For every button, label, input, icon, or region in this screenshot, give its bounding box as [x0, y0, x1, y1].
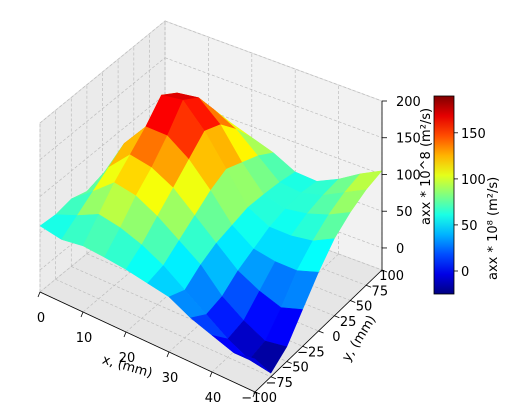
axis-line: [39, 291, 256, 393]
colorbar-tick-label: 0: [461, 265, 469, 280]
surface-mesh: [39, 92, 383, 374]
tick-labels: 01020304050−100−75−50−250255075100050100…: [37, 95, 421, 406]
grid-line: [39, 57, 166, 160]
z-tick-label: 100: [396, 169, 421, 184]
x-tick-label: 20: [119, 351, 136, 366]
colorbar-gradient: [433, 95, 455, 295]
surface-facet: [233, 352, 272, 374]
y-tick-label: 0: [332, 330, 340, 345]
colorbar-tick-label: 50: [461, 219, 478, 234]
z-tick-label: 150: [396, 132, 421, 147]
colorbar-tick-label: 100: [461, 173, 486, 188]
x-tick-mark: [252, 391, 256, 398]
grid-line: [164, 20, 383, 102]
x-tick-mark: [80, 311, 84, 318]
x-tick-mark: [166, 351, 170, 358]
y-tick-mark: [254, 391, 261, 395]
y-tick-label: 25: [340, 315, 357, 330]
z-tick-label: 0: [396, 242, 404, 257]
x-tick-label: 10: [76, 331, 93, 346]
colorbar-tick-label: 150: [461, 127, 486, 142]
y-tick-mark: [350, 300, 356, 303]
y-tick-mark: [318, 330, 324, 334]
y-tick-label: 50: [356, 300, 373, 315]
y-tick-label: 100: [379, 269, 404, 284]
grid-line: [39, 20, 166, 124]
y-tick-mark: [270, 376, 277, 380]
x-tick-mark: [209, 371, 213, 378]
y-tick-mark: [334, 315, 340, 319]
y-tick-label: −50: [281, 361, 308, 376]
y-tick-label: −25: [297, 345, 324, 360]
x-tick-mark: [37, 291, 41, 298]
colorbar-ticks: 0 50 100 150: [454, 127, 486, 280]
y-tick-mark: [381, 269, 388, 273]
y-tick-label: 75: [372, 284, 389, 299]
grid-line: [164, 94, 383, 175]
y-tick-mark: [286, 361, 292, 364]
z-axis-label: axx * 10^8 (m²/s): [419, 108, 434, 225]
y-tick-label: −75: [265, 376, 292, 391]
y-tick-mark: [302, 345, 308, 349]
x-tick-label: 0: [37, 311, 45, 326]
grid-line: [55, 278, 272, 378]
x-tick-label: 30: [162, 371, 179, 386]
x-tick-label: 40: [205, 391, 222, 406]
colorbar-label: axx * 10⁸ (m²/s): [486, 177, 501, 280]
y-tick-mark: [365, 284, 372, 288]
z-tick-label: 50: [396, 205, 413, 220]
x-tick-mark: [123, 331, 127, 338]
z-tick-label: 200: [396, 95, 421, 110]
y-tick-label: −100: [241, 391, 277, 406]
grid-line: [125, 221, 253, 333]
grid-line: [39, 94, 166, 197]
colorbar: 0 50 100 150 axx * 10⁸ (m²/s): [433, 95, 501, 295]
grid-line: [164, 57, 383, 139]
